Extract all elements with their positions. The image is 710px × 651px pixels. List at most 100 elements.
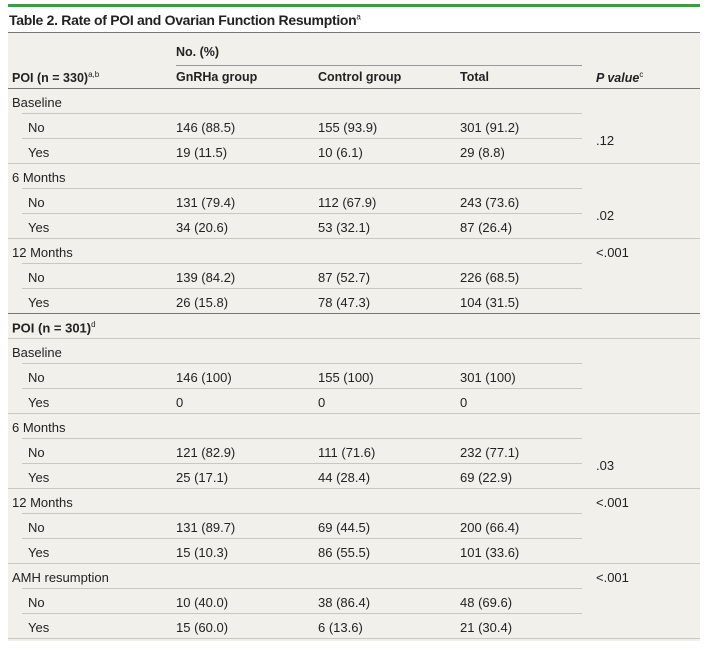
row-divider [8,313,700,314]
section-row: POI (n = 301)d [8,314,700,339]
total-value: 101 (33.6) [460,545,520,560]
gnrha-value: 131 (89.7) [176,520,236,535]
section-label-text: POI (n = 301) [12,320,92,336]
table-row: No 139 (84.2) 87 (52.7) 226 (68.5) [8,264,700,289]
row-divider [22,463,582,464]
row-label: Yes [28,295,50,310]
control-value: 10 (6.1) [318,145,363,160]
data-table: No. (%) POI (n = 330)a,b GnRHa group Con… [8,32,700,641]
row-divider [8,563,700,564]
control-value: 155 (100) [318,370,374,385]
category-label: 12 Months [12,495,73,510]
gnrha-value: 0 [176,395,184,410]
table-row: No 131 (79.4) 112 (67.9) 243 (73.6) [8,189,700,214]
gnrha-value: 19 (11.5) [176,145,228,160]
total-value: 301 (91.2) [460,120,520,135]
header-control: Control group [318,70,402,84]
row-label: No [28,195,45,210]
control-value: 86 (55.5) [318,545,371,560]
category-row: Baseline [8,339,700,364]
p-value: .03 [596,458,615,473]
gnrha-value: 121 (82.9) [176,445,236,460]
row-label: Yes [28,145,50,160]
row-divider [22,288,582,289]
row-label: No [28,595,45,610]
row-divider [8,238,700,239]
row-divider [22,613,582,614]
total-value: 301 (100) [460,370,516,385]
category-label: Baseline [12,95,62,110]
p-value: <.001 [596,570,629,585]
control-value: 155 (93.9) [318,120,378,135]
row-label: No [28,520,45,535]
footnote-marker: d [91,320,96,329]
row-label: No [28,370,45,385]
row-divider [22,538,582,539]
category-label: AMH resumption [12,570,109,585]
p-value: <.001 [596,245,629,260]
total-value: 48 (69.6) [460,595,513,610]
control-value: 6 (13.6) [318,620,363,635]
gnrha-value: 15 (10.3) [176,545,229,560]
total-value: 104 (31.5) [460,295,520,310]
row-label: Yes [28,220,50,235]
table-title: Table 2. Rate of POI and Ovarian Functio… [9,12,361,28]
header-total: Total [460,70,489,84]
row-divider [8,488,700,489]
category-label: Baseline [12,345,62,360]
table-row: Yes 34 (20.6) 53 (32.1) 87 (26.4) [8,214,700,239]
control-value: 44 (28.4) [318,470,371,485]
category-row: 6 Months [8,414,700,439]
gnrha-value: 131 (79.4) [176,195,236,210]
table-row: No 146 (100) 155 (100) 301 (100) [8,364,700,389]
total-value: 243 (73.6) [460,195,520,210]
spanner-rule [176,65,582,66]
row-divider [22,388,582,389]
table-row: Yes 26 (15.8) 78 (47.3) 104 (31.5) [8,289,700,314]
gnrha-value: 25 (17.1) [176,470,229,485]
control-value: 87 (52.7) [318,270,371,285]
row-label: Yes [28,470,50,485]
table-row: No 131 (89.7) 69 (44.5) 200 (66.4) [8,514,700,539]
table-row: No 121 (82.9) 111 (71.6) 232 (77.1) [8,439,700,464]
total-value: 87 (26.4) [460,220,513,235]
row-label: Yes [28,395,50,410]
header-spanner: No. (%) [176,45,220,59]
row-divider [8,338,700,339]
row-divider [22,213,582,214]
row-label: No [28,445,45,460]
header-p-value: P valuec [596,70,644,86]
control-value: 53 (32.1) [318,220,371,235]
p-value: <.001 [596,495,629,510]
total-value: 232 (77.1) [460,445,520,460]
row-divider [8,413,700,414]
row-label: Yes [28,620,50,635]
category-row: AMH resumption <.001 [8,564,700,589]
row-label: No [28,120,45,135]
row-divider [22,438,582,439]
category-label: 6 Months [12,170,66,185]
gnrha-value: 15 (60.0) [176,620,229,635]
header-gnrha: GnRHa group [176,70,258,84]
gnrha-value: 146 (100) [176,370,232,385]
category-label: 6 Months [12,420,66,435]
category-row: 6 Months [8,164,700,189]
row-divider [22,138,582,139]
control-value: 69 (44.5) [318,520,371,535]
p-value: .12 [596,133,615,148]
row-divider [22,513,582,514]
accent-bar [8,4,700,7]
row-divider [22,113,582,114]
table-row: Yes 25 (17.1) 44 (28.4) 69 (22.9) [8,464,700,489]
table-row: No 146 (88.5) 155 (93.9) 301 (91.2) [8,114,700,139]
table-row: Yes 15 (10.3) 86 (55.5) 101 (33.6) [8,539,700,564]
category-row: 12 Months <.001 [8,239,700,264]
p-value: .02 [596,208,615,223]
category-row: Baseline [8,89,700,114]
control-value: 38 (86.4) [318,595,371,610]
table-row: Yes 19 (11.5) 10 (6.1) 29 (8.8) [8,139,700,164]
row-label: Yes [28,545,50,560]
control-value: 78 (47.3) [318,295,371,310]
control-value: 111 (71.6) [318,445,376,460]
gnrha-value: 146 (88.5) [176,120,236,135]
